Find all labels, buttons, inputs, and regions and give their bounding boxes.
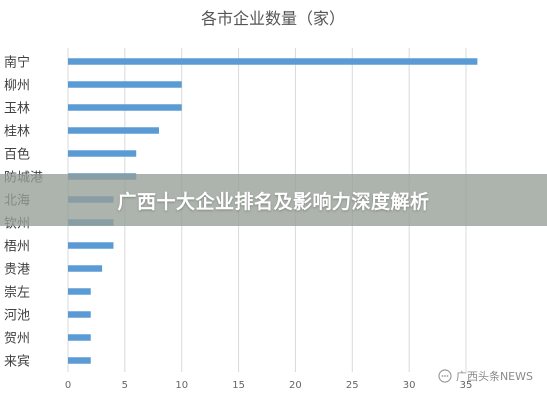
bar bbox=[68, 242, 114, 249]
x-tick-label: 15 bbox=[232, 380, 245, 391]
category-label: 梧州 bbox=[4, 240, 30, 255]
chat-bubble-icon bbox=[438, 369, 452, 383]
headline-text: 广西十大企业排名及影响力深度解析 bbox=[117, 190, 430, 213]
bar bbox=[68, 81, 182, 88]
x-tick-label: 0 bbox=[65, 380, 71, 391]
x-tick-label: 10 bbox=[175, 380, 188, 391]
category-label: 南宁 bbox=[4, 55, 30, 71]
x-tick-label: 35 bbox=[460, 380, 473, 391]
bar bbox=[68, 150, 137, 157]
x-tick-label: 25 bbox=[346, 380, 359, 391]
bar bbox=[68, 311, 91, 318]
category-label: 贺州 bbox=[4, 332, 30, 347]
category-label: 贵港 bbox=[4, 263, 30, 278]
x-tick-label: 5 bbox=[122, 380, 128, 391]
bar bbox=[68, 104, 182, 111]
category-label: 河池 bbox=[4, 309, 30, 324]
bar bbox=[68, 288, 91, 295]
bar bbox=[68, 58, 478, 65]
category-label: 柳州 bbox=[4, 79, 30, 94]
chart-title: 各市企业数量（家） bbox=[201, 9, 345, 28]
category-label: 来宾 bbox=[4, 354, 30, 370]
category-label: 桂林 bbox=[4, 125, 30, 140]
category-label: 玉林 bbox=[4, 102, 30, 117]
category-label: 崇左 bbox=[4, 286, 30, 301]
x-tick-label: 20 bbox=[289, 380, 302, 391]
watermark-text: 广西头条NEWS bbox=[455, 370, 533, 383]
headline-banner: 广西十大企业排名及影响力深度解析 bbox=[0, 174, 547, 226]
watermark: 广西头条NEWS bbox=[438, 368, 533, 384]
bar bbox=[68, 357, 91, 364]
bar bbox=[68, 127, 159, 134]
x-tick-label: 30 bbox=[403, 380, 416, 391]
category-label: 百色 bbox=[4, 147, 30, 163]
bar bbox=[68, 334, 91, 341]
bar bbox=[68, 265, 103, 272]
